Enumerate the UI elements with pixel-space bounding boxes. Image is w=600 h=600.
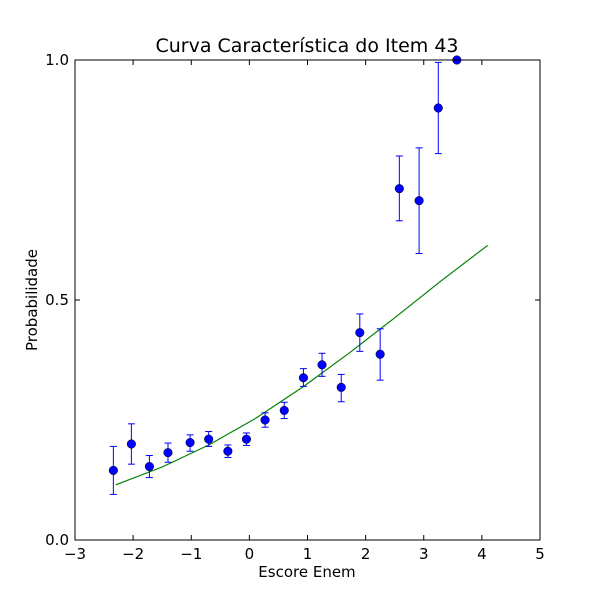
data-point-13 <box>336 373 346 403</box>
data-point-14 <box>355 313 365 352</box>
data-marker <box>163 448 173 458</box>
data-point-1 <box>108 445 118 495</box>
data-point-2 <box>126 423 136 465</box>
data-marker <box>144 462 154 472</box>
data-point-12 <box>317 352 327 377</box>
data-marker <box>241 434 252 444</box>
data-point-17 <box>414 147 424 254</box>
data-marker <box>204 434 214 444</box>
plot-layer <box>108 55 489 495</box>
data-point-9 <box>260 412 270 428</box>
data-marker <box>223 446 233 456</box>
data-marker <box>336 382 346 392</box>
data-marker <box>260 415 270 425</box>
x-axis-label: Escore Enem <box>258 563 355 581</box>
x-tick-label: 3 <box>419 545 429 563</box>
x-tick-label: 5 <box>535 545 545 563</box>
data-point-18 <box>433 61 443 155</box>
y-tick-label: 1.0 <box>45 51 69 69</box>
x-tick-label: −2 <box>122 545 144 563</box>
x-tick-label: 0 <box>245 545 255 563</box>
data-point-8 <box>241 432 252 446</box>
data-point-3 <box>144 455 154 479</box>
data-point-16 <box>394 155 404 222</box>
x-tick-label: −1 <box>180 545 202 563</box>
data-marker <box>433 103 443 113</box>
data-point-11 <box>298 368 308 387</box>
data-marker <box>394 184 404 194</box>
data-marker <box>375 349 385 359</box>
data-marker <box>108 465 118 475</box>
x-tick-label: −3 <box>64 545 86 563</box>
chart-title: Curva Característica do Item 43 <box>155 35 458 57</box>
data-marker <box>185 438 195 448</box>
data-point-6 <box>204 431 214 447</box>
x-tick-label: 4 <box>477 545 487 563</box>
data-point-7 <box>223 444 233 458</box>
data-point-5 <box>185 434 195 452</box>
data-marker <box>414 196 424 206</box>
fitted-curve <box>115 244 489 486</box>
data-marker <box>279 405 289 415</box>
x-tick-label: 1 <box>303 545 313 563</box>
data-point-4 <box>163 442 173 463</box>
x-tick-label: 2 <box>361 545 371 563</box>
y-tick-label: 0.5 <box>45 291 69 309</box>
data-marker <box>298 373 308 383</box>
data-marker <box>355 328 365 338</box>
y-tick-label: 0.0 <box>45 531 69 549</box>
y-axis-label: Probabilidade <box>23 249 41 351</box>
data-marker <box>317 360 327 370</box>
data-marker <box>126 439 136 449</box>
data-point-10 <box>279 401 289 420</box>
data-point-15 <box>375 328 385 381</box>
ticks-layer: −3 −2 −1 0 1 2 3 4 5 0.0 0.5 1.0 <box>45 51 545 563</box>
